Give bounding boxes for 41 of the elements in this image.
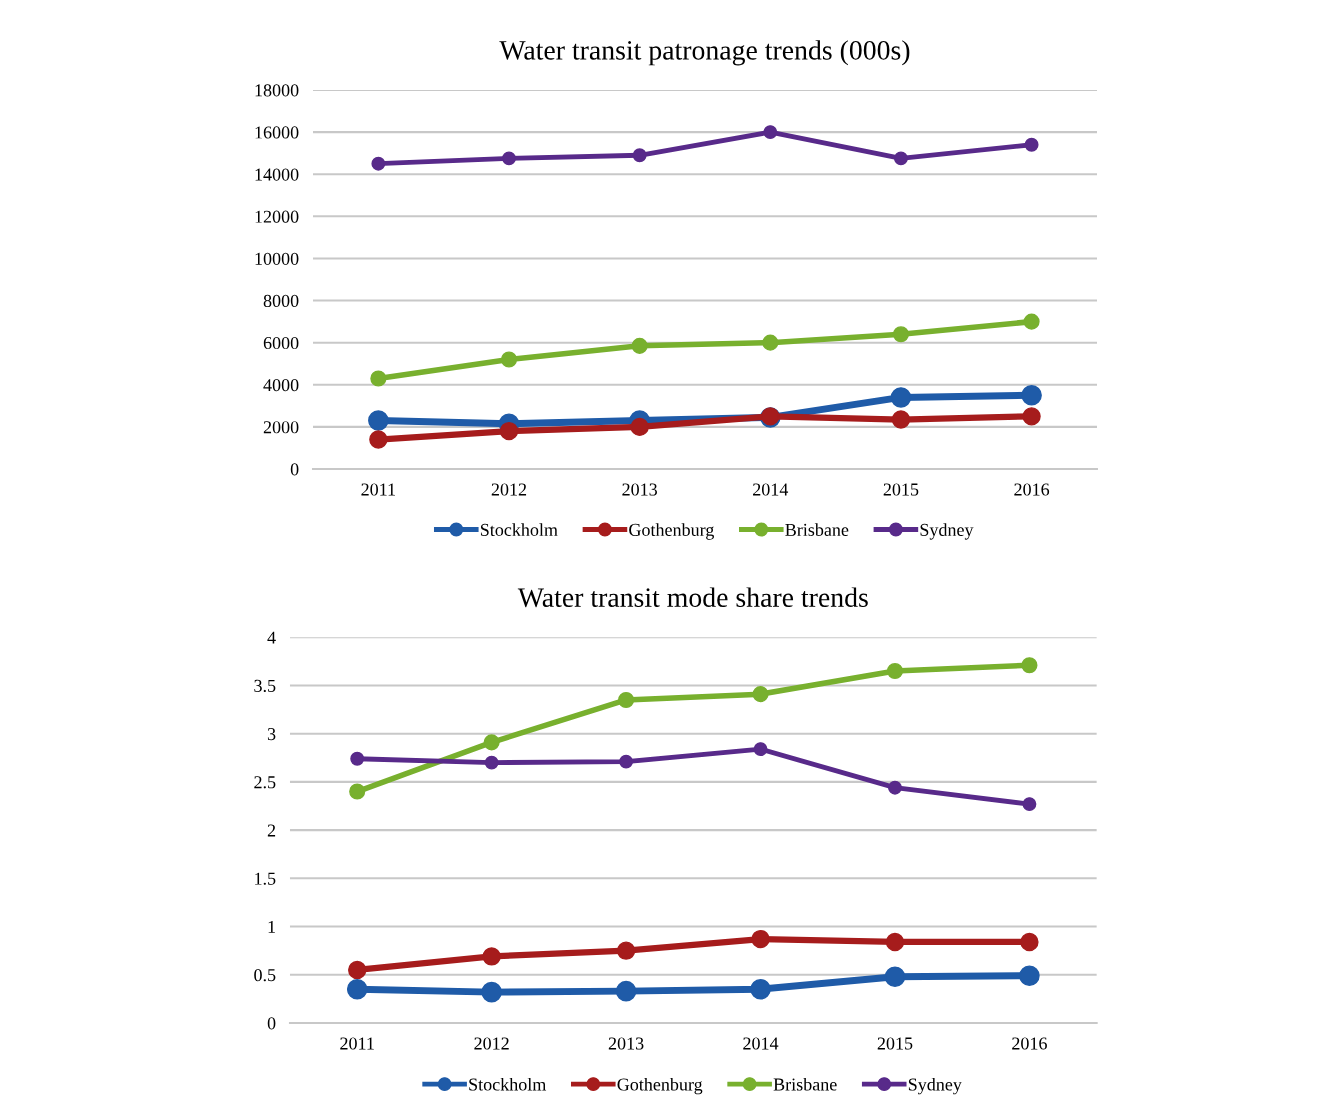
x-tick-label: 2013 (622, 483, 657, 496)
y-tick-label: 2000 (263, 421, 299, 434)
y-tick-label: 4000 (263, 379, 299, 392)
y-tick-label: 3 (267, 728, 276, 741)
y-tick-label: 8000 (263, 294, 299, 307)
legend-label: Gothenburg (617, 1077, 703, 1095)
y-tick-label: 0 (290, 463, 299, 476)
y-tick-label: 4 (267, 631, 276, 644)
x-tick-label: 2016 (1012, 1037, 1047, 1050)
legend-label: Brisbane (785, 523, 849, 536)
y-tick-label: 2 (267, 824, 276, 837)
y-tick-label: 0 (267, 1017, 276, 1030)
y-tick-label: 1 (268, 920, 275, 933)
x-tick-label: 2014 (743, 1037, 779, 1050)
x-tick-label: 2011 (361, 483, 395, 496)
y-tick-label: 3.5 (254, 679, 276, 692)
chart-title: Water transit patronage trends (000s) (499, 40, 910, 66)
x-tick-label: 2012 (491, 483, 527, 496)
x-tick-label: 2016 (1014, 483, 1050, 496)
x-tick-label: 2013 (608, 1037, 644, 1050)
legend-label: Brisbane (773, 1077, 837, 1091)
x-tick-label: 2011 (340, 1037, 374, 1050)
y-tick-label: 0.5 (254, 969, 276, 982)
y-tick-label: 1.5 (255, 872, 276, 885)
legend-label: Gothenburg (629, 523, 714, 540)
y-tick-label: 18000 (255, 84, 299, 97)
y-tick-label: 12000 (255, 210, 299, 223)
y-tick-label: 2.5 (254, 776, 276, 789)
x-tick-label: 2012 (474, 1037, 509, 1050)
x-tick-label: 2015 (883, 483, 919, 496)
legend-label: Stockholm (469, 1077, 547, 1091)
legend-label: Stockholm (480, 523, 558, 536)
y-tick-label: 16000 (255, 126, 299, 139)
y-tick-label: 14000 (255, 168, 299, 181)
legend-label: Sydney (908, 1077, 962, 1095)
y-tick-label: 6000 (263, 336, 299, 350)
x-tick-label: 2015 (877, 1037, 913, 1050)
x-tick-label: 2014 (753, 483, 789, 496)
y-tick-label: 10000 (255, 252, 299, 265)
chart-title: Water transit mode share trends (517, 587, 868, 608)
legend-label: Sydney (920, 523, 974, 540)
